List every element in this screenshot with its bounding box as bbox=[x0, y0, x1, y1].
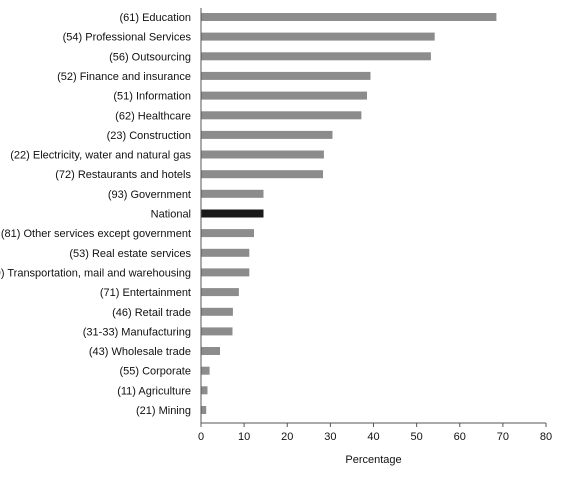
category-label-43-wholesale-trade: (43) Wholesale trade bbox=[89, 346, 191, 358]
category-label-22-electricity-water-and-natural-gas: (22) Electricity, water and natural gas bbox=[10, 150, 191, 162]
category-label-51-information: (51) Information bbox=[113, 91, 191, 103]
x-tick-label-10: 10 bbox=[238, 431, 250, 443]
bar-43-wholesale-trade bbox=[201, 347, 220, 355]
bar-52-finance-and-insurance bbox=[201, 71, 371, 80]
bar-21-mining bbox=[201, 406, 207, 414]
bar-93-government bbox=[201, 189, 264, 198]
x-tick-label-0: 0 bbox=[198, 431, 204, 443]
category-labels: (61) Education (54) Professional Services… bbox=[0, 12, 191, 417]
category-label-52-finance-and-insurance: (52) Finance and insurance bbox=[57, 71, 191, 83]
category-label-11-agriculture: (11) Agriculture bbox=[117, 385, 191, 397]
category-label-71-entertainment: (71) Entertainment bbox=[100, 287, 191, 299]
bar-55-corporate bbox=[201, 366, 210, 375]
category-label-54-professional-services: (54) Professional Services bbox=[63, 32, 192, 44]
x-axis-title: Percentage bbox=[345, 454, 401, 466]
bar-54-professional-services bbox=[201, 32, 435, 41]
category-label-62-healthcare: (62) Healthcare bbox=[115, 110, 191, 122]
category-label-21-mining: (21) Mining bbox=[136, 405, 191, 417]
bar-23-construction bbox=[201, 130, 333, 139]
category-label-72-restaurants-and-hotels: (72) Restaurants and hotels bbox=[55, 169, 191, 181]
bars-group bbox=[201, 13, 497, 414]
category-label-53-real-estate-services: (53) Real estate services bbox=[69, 248, 191, 260]
bar-71-entertainment bbox=[201, 288, 239, 297]
x-tick-label-40: 40 bbox=[367, 431, 379, 443]
category-label-61-education: (61) Education bbox=[119, 12, 191, 24]
bar-11-agriculture bbox=[201, 386, 208, 395]
bar-81-other-services-except-government bbox=[201, 229, 254, 238]
bar-22-electricity-water-and-natural-gas bbox=[201, 150, 324, 159]
bar-46-retail-trade bbox=[201, 307, 233, 316]
category-label-48-49-transportation-mail-and-warehousing: (48-49) Transportation, mail and warehou… bbox=[0, 267, 191, 279]
x-tick-label-20: 20 bbox=[281, 431, 293, 443]
category-label-46-retail-trade: (46) Retail trade bbox=[112, 307, 191, 319]
x-tick-label-70: 70 bbox=[497, 431, 509, 443]
bar-56-outsourcing bbox=[201, 52, 431, 61]
bar-72-restaurants-and-hotels bbox=[201, 170, 323, 179]
bar-51-information bbox=[201, 91, 367, 100]
bar-31-33-manufacturing bbox=[201, 327, 233, 336]
bar-48-49-transportation-mail-and-warehousing bbox=[201, 268, 250, 277]
category-label-56-outsourcing: (56) Outsourcing bbox=[109, 51, 191, 63]
category-label-55-corporate: (55) Corporate bbox=[119, 366, 191, 378]
category-label-23-construction: (23) Construction bbox=[107, 130, 191, 142]
category-label-81-other-services-except-government: (81) Other services except government bbox=[1, 228, 191, 240]
x-tick-label-60: 60 bbox=[454, 431, 466, 443]
x-axis-ticks: 0 10 20 30 40 50 60 70 80 bbox=[198, 423, 552, 443]
bar-62-healthcare bbox=[201, 111, 362, 120]
category-label-31-33-manufacturing: (31-33) Manufacturing bbox=[83, 326, 191, 338]
x-tick-label-50: 50 bbox=[411, 431, 423, 443]
bar-61-education bbox=[201, 13, 497, 21]
category-label-national: National bbox=[151, 209, 191, 221]
bar-national bbox=[201, 209, 264, 218]
x-tick-label-30: 30 bbox=[324, 431, 336, 443]
x-tick-label-80: 80 bbox=[540, 431, 552, 443]
category-label-93-government: (93) Government bbox=[108, 189, 191, 201]
bar-53-real-estate-services bbox=[201, 248, 250, 257]
